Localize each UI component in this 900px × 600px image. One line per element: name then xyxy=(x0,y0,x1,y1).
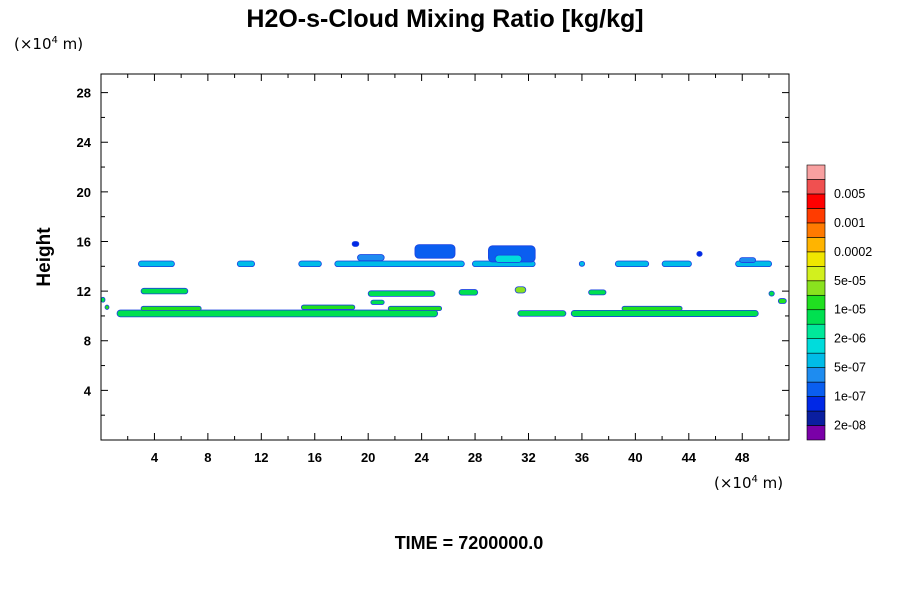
cloud-feature-18 xyxy=(578,260,586,267)
x-tick-label-20: 20 xyxy=(361,450,375,465)
x-tick-label-24: 24 xyxy=(414,450,429,465)
cloud-feature-12 xyxy=(588,289,607,296)
x-axis: 4 8 12 16 20 24 28 32 36 40 44 48 xyxy=(127,74,770,465)
cloud-feature-3 xyxy=(387,305,443,312)
y-axis-label: Height xyxy=(34,227,55,287)
colorbar-swatch-10 xyxy=(806,280,826,296)
colorbar-swatch-15 xyxy=(806,208,826,224)
cloud-feature-11 xyxy=(514,286,527,294)
cloud-feature-5 xyxy=(570,309,759,317)
cloud-feature-31 xyxy=(777,298,787,304)
cloud-feature-4 xyxy=(517,310,567,317)
plot-frame xyxy=(100,73,790,441)
cloud-feature-26 xyxy=(739,257,757,263)
y-tick-label-24: 24 xyxy=(77,135,92,150)
cloud-feature-29 xyxy=(100,296,106,303)
cloud-feature-25 xyxy=(494,254,523,263)
colorbar-swatch-9 xyxy=(806,294,826,311)
colorbar-swatch-4 xyxy=(806,367,826,383)
x-tick-label-36: 36 xyxy=(575,450,589,465)
colorbar-label-8: 0.005 xyxy=(834,187,865,201)
colorbar-label-1: 1e-07 xyxy=(834,390,866,404)
x-tick-label-40: 40 xyxy=(628,450,642,465)
y-tick-label-12: 12 xyxy=(77,284,91,299)
colorbar-swatch-17 xyxy=(806,179,826,195)
cloud-feature-23 xyxy=(414,244,456,259)
colorbar-swatch-6 xyxy=(806,338,826,354)
cloud-feature-16 xyxy=(334,260,465,268)
cloud-feature-6 xyxy=(621,305,683,312)
colorbar-swatch-0 xyxy=(806,425,826,441)
colorbar-label-3: 2e-06 xyxy=(834,332,866,346)
cloud-features xyxy=(100,241,787,318)
x-tick-label-12: 12 xyxy=(254,450,268,465)
time-label: TIME = 7200000.0 xyxy=(395,533,544,553)
cloud-feature-7 xyxy=(140,287,189,295)
x-tick-label-48: 48 xyxy=(735,450,749,465)
cloud-feature-14 xyxy=(236,260,256,268)
colorbar-swatch-5 xyxy=(806,352,826,368)
colorbar-swatch-16 xyxy=(806,193,826,209)
chart-title: H2O-s-Cloud Mixing Ratio [kg/kg] xyxy=(246,5,643,33)
cloud-feature-30 xyxy=(104,304,110,310)
cloud-feature-8 xyxy=(367,290,436,297)
x-tick-label-16: 16 xyxy=(308,450,322,465)
y-tick-label-20: 20 xyxy=(77,185,91,200)
cloud-feature-28 xyxy=(696,251,703,257)
colorbar-label-5: 5e-05 xyxy=(834,274,866,288)
cloud-feature-10 xyxy=(458,289,479,296)
colorbar-swatch-8 xyxy=(806,309,826,325)
x-tick-label-44: 44 xyxy=(682,450,697,465)
colorbar-label-7: 0.001 xyxy=(834,216,865,230)
colorbar-label-0: 2e-08 xyxy=(834,419,866,433)
x-axis-unit: (×104 m) xyxy=(714,474,783,492)
cloud-feature-9 xyxy=(370,299,385,305)
cloud-feature-19 xyxy=(614,260,650,268)
cloud-feature-27 xyxy=(351,241,360,247)
colorbar-swatch-11 xyxy=(806,266,826,282)
y-axis-unit: (×104 m) xyxy=(14,35,83,53)
cloud-feature-22 xyxy=(357,254,385,262)
cloud-feature-15 xyxy=(298,260,322,268)
cloud-feature-20 xyxy=(661,260,692,268)
colorbar-swatch-18 xyxy=(806,164,826,180)
y-tick-label-8: 8 xyxy=(84,334,91,349)
colorbar: 2e-08 1e-07 5e-07 2e-06 1e-05 5e-05 0.0002 0.00… xyxy=(806,164,872,441)
cloud-feature-0 xyxy=(116,309,439,318)
colorbar-swatch-7 xyxy=(806,323,826,339)
x-tick-label-28: 28 xyxy=(468,450,482,465)
cloud-feature-13 xyxy=(138,260,175,268)
colorbar-swatch-14 xyxy=(806,222,826,238)
cloud-feature-32 xyxy=(768,290,775,297)
colorbar-swatch-12 xyxy=(806,251,826,267)
y-tick-label-16: 16 xyxy=(77,234,91,249)
cloud-feature-2 xyxy=(300,304,356,310)
colorbar-swatch-3 xyxy=(806,381,826,397)
x-tick-label-8: 8 xyxy=(204,450,211,465)
y-axis: 4 8 12 16 20 24 28 xyxy=(77,86,789,416)
x-tick-label-4: 4 xyxy=(151,450,159,465)
x-tick-label-32: 32 xyxy=(521,450,535,465)
colorbar-swatch-2 xyxy=(806,396,826,412)
y-tick-label-4: 4 xyxy=(84,383,92,398)
colorbar-label-2: 5e-07 xyxy=(834,361,866,375)
y-tick-label-28: 28 xyxy=(77,86,91,101)
colorbar-swatch-13 xyxy=(806,237,826,253)
colorbar-swatch-1 xyxy=(806,410,826,426)
colorbar-label-4: 1e-05 xyxy=(834,303,866,317)
cloud-feature-1 xyxy=(140,305,202,312)
colorbar-label-6: 0.0002 xyxy=(834,245,872,259)
